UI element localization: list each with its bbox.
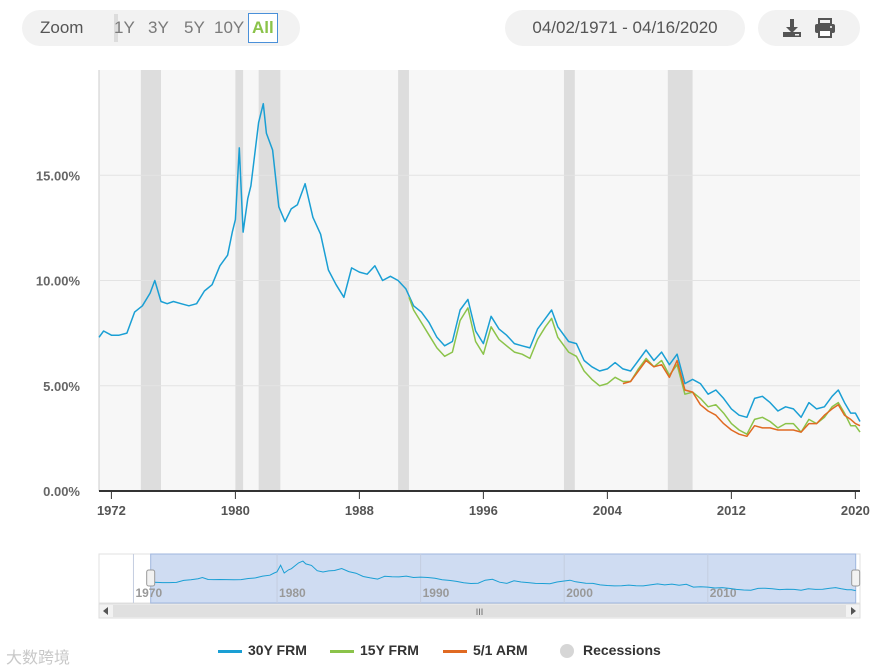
zoom-control: Zoom 1Y 3Y 5Y 10Y All	[22, 10, 300, 46]
x-tick-label: 2004	[593, 503, 623, 518]
navigator[interactable]: 1970 1980 1990 2000 2010 III	[98, 553, 861, 619]
legend-dot-recessions	[560, 644, 574, 658]
y-tick-label: 0.00%	[43, 484, 80, 499]
y-tick-label: 10.00%	[36, 274, 81, 289]
series-line-30y-frm	[98, 102, 861, 422]
zoom-divider	[114, 14, 118, 42]
navigator-tick-label: 1980	[279, 586, 306, 600]
legend-swatch-30y	[218, 650, 242, 653]
series-line-15y-frm	[408, 297, 861, 435]
navigator-tick-label: 1990	[423, 586, 450, 600]
navigator-tick-label: 2000	[566, 586, 593, 600]
navigator-scrollbar-thumb[interactable]	[113, 605, 846, 617]
x-axis-labels: 1972 1980 1988 1996 2004 2012 2020	[97, 491, 870, 518]
x-tick-label: 1996	[469, 503, 498, 518]
zoom-label: Zoom	[40, 18, 84, 37]
legend-swatch-arm	[443, 650, 467, 653]
mortgage-rates-chart: 0.00% 5.00% 10.00% 15.00% 1972 1980 1988 1996 2…	[36, 70, 870, 619]
y-tick-label: 15.00%	[36, 168, 81, 183]
print-icon[interactable]	[813, 16, 837, 40]
x-tick-label: 2020	[841, 503, 870, 518]
navigator-tick-label: 1970	[135, 586, 162, 600]
x-tick-label: 2012	[717, 503, 746, 518]
zoom-5y-button[interactable]: 5Y	[184, 18, 205, 37]
navigator-handle-right[interactable]	[851, 569, 861, 587]
navigator-handle-left[interactable]	[146, 569, 156, 587]
legend-item-arm[interactable]: 5/1 ARM	[473, 642, 528, 658]
chart-legend: 30Y FRM 15Y FRM 5/1 ARM Recessions	[0, 640, 894, 664]
legend-item-30y[interactable]: 30Y FRM	[248, 642, 307, 658]
y-axis-labels: 0.00% 5.00% 10.00% 15.00%	[36, 168, 81, 499]
scroll-left-arrow-icon[interactable]	[103, 607, 108, 615]
scrollbar-grip: III	[476, 607, 484, 617]
legend-swatch-15y	[330, 650, 354, 653]
legend-item-15y[interactable]: 15Y FRM	[360, 642, 419, 658]
x-tick-label: 1980	[221, 503, 250, 518]
navigator-tick-label: 2010	[710, 586, 737, 600]
x-tick-label: 1988	[345, 503, 374, 518]
navigator-series-line	[150, 560, 856, 592]
export-tools	[758, 10, 860, 46]
series-lines	[98, 102, 861, 438]
zoom-1y-button[interactable]: 1Y	[114, 18, 135, 37]
zoom-10y-button[interactable]: 10Y	[214, 18, 245, 37]
watermark-text: 大数跨境	[6, 650, 71, 667]
legend-item-recessions[interactable]: Recessions	[583, 642, 661, 658]
x-tick-label: 1972	[97, 503, 126, 518]
series-line-5-1-arm	[622, 359, 861, 438]
gridlines	[99, 174, 860, 492]
scroll-right-arrow-icon[interactable]	[851, 607, 856, 615]
zoom-3y-button[interactable]: 3Y	[148, 18, 169, 37]
zoom-all-button[interactable]: All	[248, 13, 278, 43]
download-icon[interactable]	[780, 16, 804, 40]
date-range-display[interactable]: 04/02/1971 - 04/16/2020	[505, 10, 745, 46]
y-tick-label: 5.00%	[43, 379, 80, 394]
navigator-selection	[150, 553, 857, 604]
